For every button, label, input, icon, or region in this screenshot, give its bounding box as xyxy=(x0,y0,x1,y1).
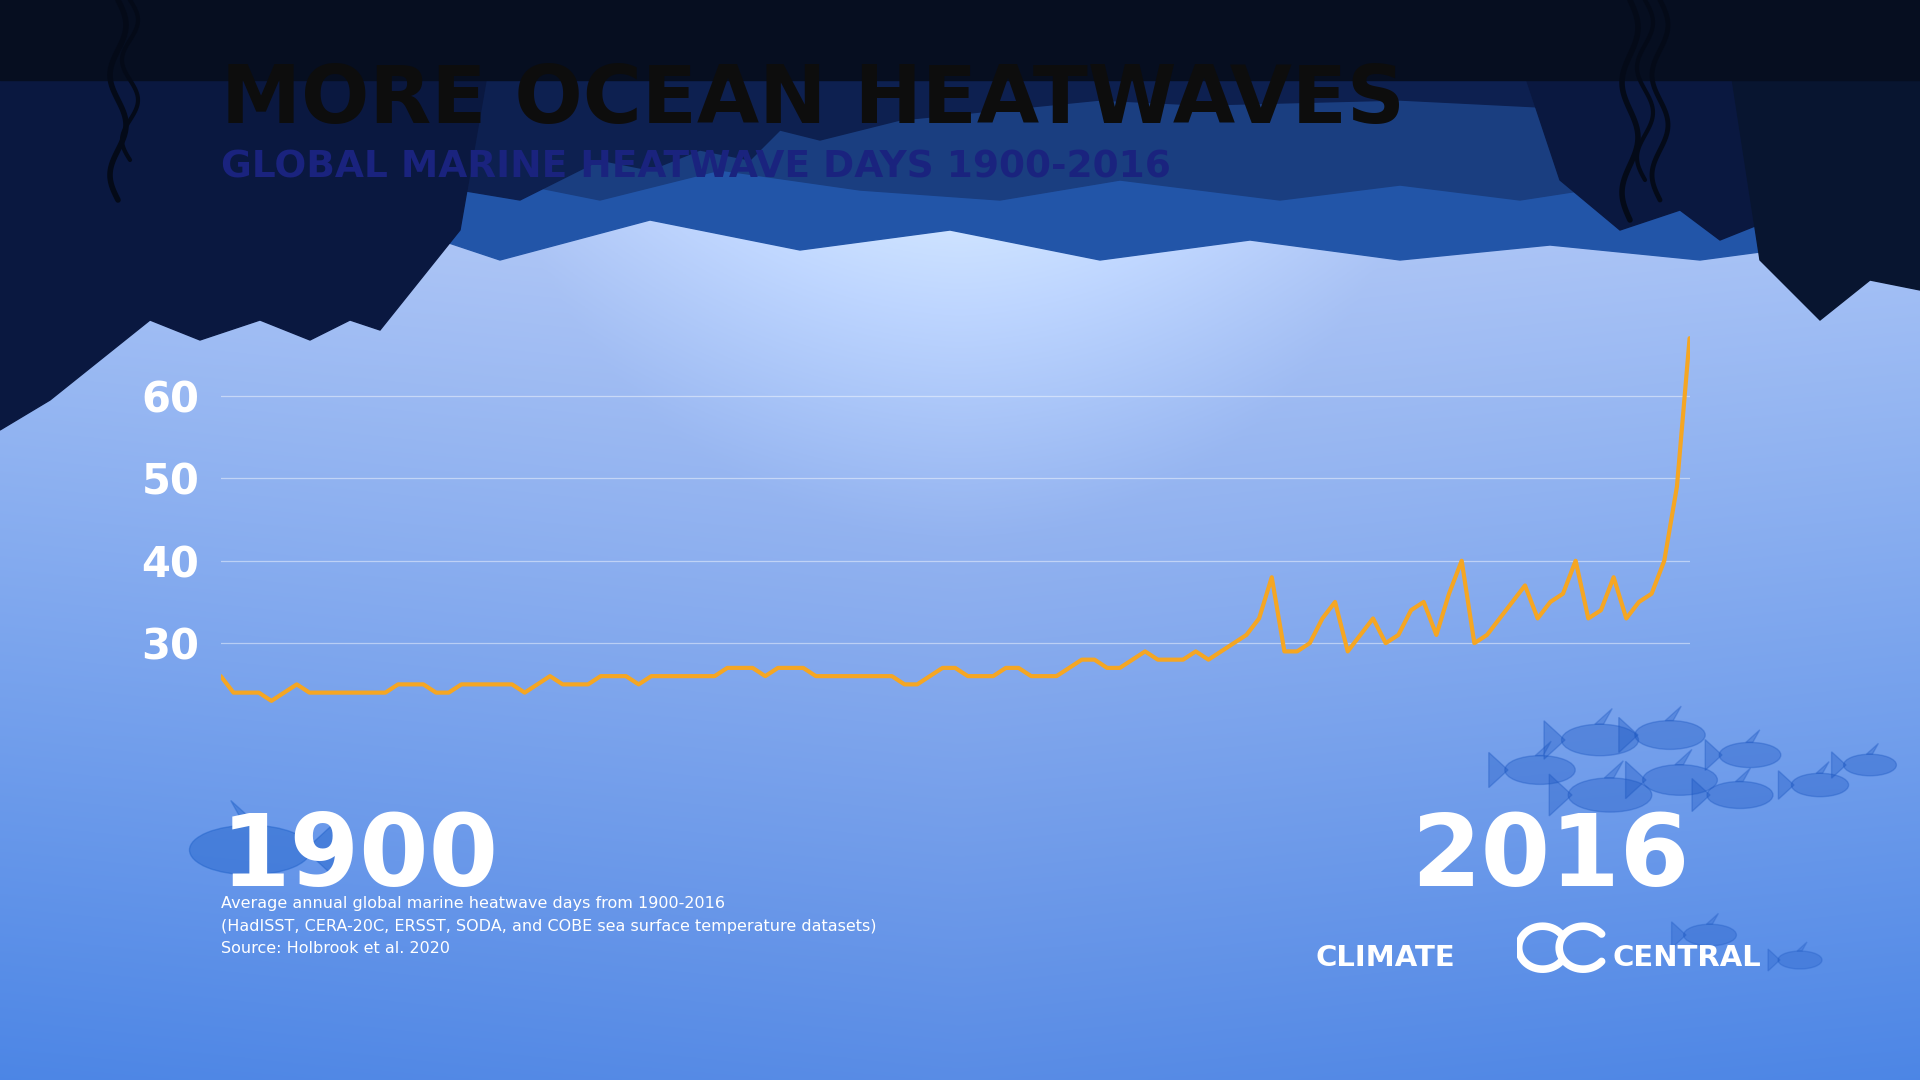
Polygon shape xyxy=(1626,761,1645,799)
Polygon shape xyxy=(230,800,259,825)
Ellipse shape xyxy=(1684,924,1736,946)
Polygon shape xyxy=(0,0,1920,80)
Polygon shape xyxy=(305,820,338,880)
Polygon shape xyxy=(1674,750,1692,765)
Polygon shape xyxy=(0,0,1920,210)
Polygon shape xyxy=(1619,717,1638,753)
Polygon shape xyxy=(1745,730,1761,742)
Ellipse shape xyxy=(1718,742,1782,768)
Text: MORE OCEAN HEATWAVES: MORE OCEAN HEATWAVES xyxy=(221,63,1405,140)
Polygon shape xyxy=(1797,942,1807,951)
Text: Average annual global marine heatwave days from 1900-2016
(HadISST, CERA-20C, ER: Average annual global marine heatwave da… xyxy=(221,896,876,956)
Polygon shape xyxy=(1816,761,1830,773)
Polygon shape xyxy=(1605,760,1622,778)
Ellipse shape xyxy=(1707,782,1772,809)
Ellipse shape xyxy=(1561,725,1638,756)
Polygon shape xyxy=(1672,922,1686,948)
Ellipse shape xyxy=(1505,756,1574,784)
Polygon shape xyxy=(1500,0,1920,240)
Polygon shape xyxy=(1778,771,1793,799)
Polygon shape xyxy=(1596,708,1613,725)
Text: CLIMATE: CLIMATE xyxy=(1315,944,1455,972)
Polygon shape xyxy=(1720,0,1920,320)
Polygon shape xyxy=(1665,706,1682,720)
Ellipse shape xyxy=(1843,754,1897,775)
Text: GLOBAL MARINE HEATWAVE DAYS 1900-2016: GLOBAL MARINE HEATWAVE DAYS 1900-2016 xyxy=(221,150,1171,186)
Polygon shape xyxy=(1692,779,1711,811)
Ellipse shape xyxy=(190,825,311,875)
Polygon shape xyxy=(1866,743,1878,754)
Polygon shape xyxy=(0,0,499,430)
Polygon shape xyxy=(0,0,1920,260)
Polygon shape xyxy=(1544,720,1565,759)
Polygon shape xyxy=(1707,914,1718,924)
Polygon shape xyxy=(1736,768,1751,782)
Polygon shape xyxy=(1488,753,1507,787)
Polygon shape xyxy=(1549,774,1572,815)
Ellipse shape xyxy=(1569,778,1651,812)
Text: 1900: 1900 xyxy=(221,810,499,907)
Ellipse shape xyxy=(1791,773,1849,797)
Polygon shape xyxy=(0,0,1920,360)
Ellipse shape xyxy=(1634,720,1705,750)
Text: CENTRAL: CENTRAL xyxy=(1613,944,1761,972)
Text: 2016: 2016 xyxy=(1411,810,1690,907)
Polygon shape xyxy=(1832,752,1845,779)
Polygon shape xyxy=(1536,741,1551,756)
Polygon shape xyxy=(1768,949,1780,971)
Ellipse shape xyxy=(1778,951,1822,969)
Polygon shape xyxy=(1705,740,1722,770)
Ellipse shape xyxy=(1644,765,1716,795)
